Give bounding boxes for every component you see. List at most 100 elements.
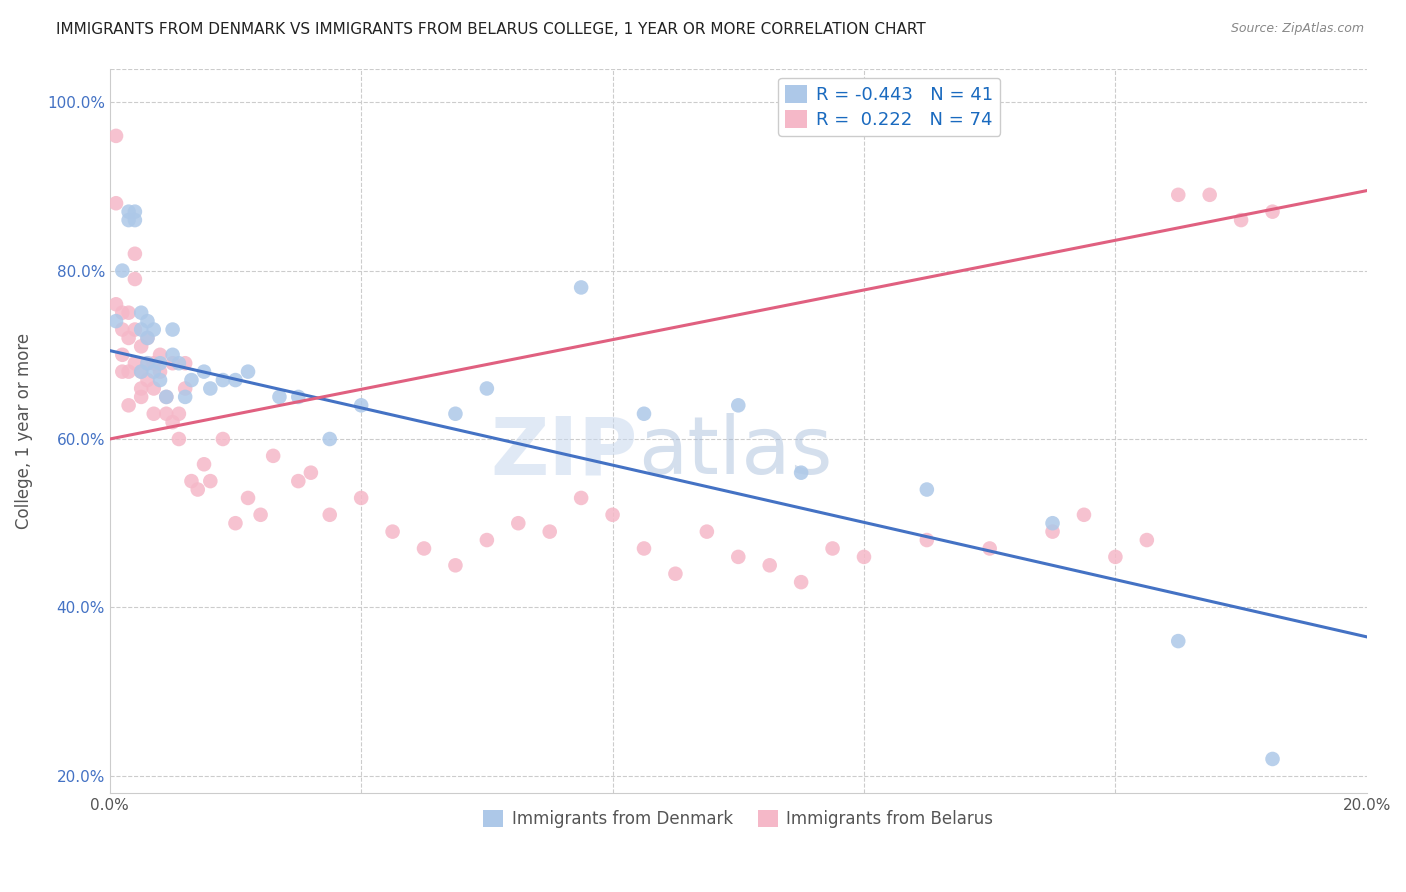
Point <box>117 365 139 379</box>
Point <box>174 390 197 404</box>
Point <box>174 382 197 396</box>
Point <box>269 390 291 404</box>
Point <box>790 575 813 590</box>
Point <box>105 314 128 328</box>
Point <box>136 356 159 370</box>
Point <box>136 356 159 370</box>
Point <box>162 348 184 362</box>
Text: Source: ZipAtlas.com: Source: ZipAtlas.com <box>1230 22 1364 36</box>
Point <box>136 331 159 345</box>
Point <box>129 382 152 396</box>
Point <box>262 449 284 463</box>
Point <box>117 331 139 345</box>
Point <box>111 365 134 379</box>
Point <box>475 533 498 547</box>
Point <box>1042 516 1064 531</box>
Point <box>1104 549 1126 564</box>
Point <box>111 263 134 277</box>
Point <box>129 322 152 336</box>
Point <box>758 558 780 573</box>
Point <box>105 196 128 211</box>
Point <box>287 474 309 488</box>
Point <box>236 365 259 379</box>
Point <box>287 390 309 404</box>
Point <box>236 491 259 505</box>
Point <box>727 398 749 412</box>
Point <box>117 204 139 219</box>
Point <box>142 382 165 396</box>
Point <box>155 407 177 421</box>
Point <box>149 365 172 379</box>
Point <box>124 246 146 260</box>
Point <box>180 474 202 488</box>
Text: atlas: atlas <box>638 413 832 491</box>
Point <box>224 373 246 387</box>
Point <box>915 483 938 497</box>
Point <box>111 322 134 336</box>
Point <box>111 306 134 320</box>
Point <box>853 549 876 564</box>
Point <box>319 432 342 446</box>
Point <box>1073 508 1095 522</box>
Point <box>124 213 146 227</box>
Point <box>1136 533 1159 547</box>
Point <box>124 356 146 370</box>
Point <box>915 533 938 547</box>
Point <box>142 356 165 370</box>
Point <box>633 407 655 421</box>
Point <box>569 280 592 294</box>
Point <box>149 348 172 362</box>
Point <box>117 398 139 412</box>
Point <box>350 398 373 412</box>
Point <box>180 373 202 387</box>
Point <box>727 549 749 564</box>
Point <box>129 306 152 320</box>
Point <box>444 558 467 573</box>
Point <box>129 339 152 353</box>
Point <box>142 322 165 336</box>
Point <box>149 356 172 370</box>
Point <box>1167 187 1189 202</box>
Point <box>633 541 655 556</box>
Point <box>129 390 152 404</box>
Point <box>187 483 209 497</box>
Point <box>508 516 530 531</box>
Point <box>162 356 184 370</box>
Point <box>381 524 404 539</box>
Point <box>124 322 146 336</box>
Point <box>212 373 235 387</box>
Point <box>167 356 190 370</box>
Point <box>200 382 222 396</box>
Point <box>350 491 373 505</box>
Point <box>1167 634 1189 648</box>
Point <box>319 508 342 522</box>
Point <box>167 407 190 421</box>
Point <box>664 566 686 581</box>
Point <box>105 128 128 143</box>
Point <box>136 331 159 345</box>
Point <box>155 390 177 404</box>
Point <box>224 516 246 531</box>
Point <box>444 407 467 421</box>
Point <box>475 382 498 396</box>
Point <box>602 508 624 522</box>
Point <box>821 541 844 556</box>
Point <box>299 466 322 480</box>
Point <box>1198 187 1220 202</box>
Point <box>1261 752 1284 766</box>
Point <box>1042 524 1064 539</box>
Point <box>129 365 152 379</box>
Point <box>413 541 436 556</box>
Point <box>136 373 159 387</box>
Text: ZIP: ZIP <box>491 413 638 491</box>
Point <box>200 474 222 488</box>
Point <box>1230 213 1253 227</box>
Point <box>162 415 184 429</box>
Point <box>162 322 184 336</box>
Point <box>124 204 146 219</box>
Text: IMMIGRANTS FROM DENMARK VS IMMIGRANTS FROM BELARUS COLLEGE, 1 YEAR OR MORE CORRE: IMMIGRANTS FROM DENMARK VS IMMIGRANTS FR… <box>56 22 927 37</box>
Point <box>193 365 215 379</box>
Point <box>111 348 134 362</box>
Point <box>117 306 139 320</box>
Point <box>696 524 718 539</box>
